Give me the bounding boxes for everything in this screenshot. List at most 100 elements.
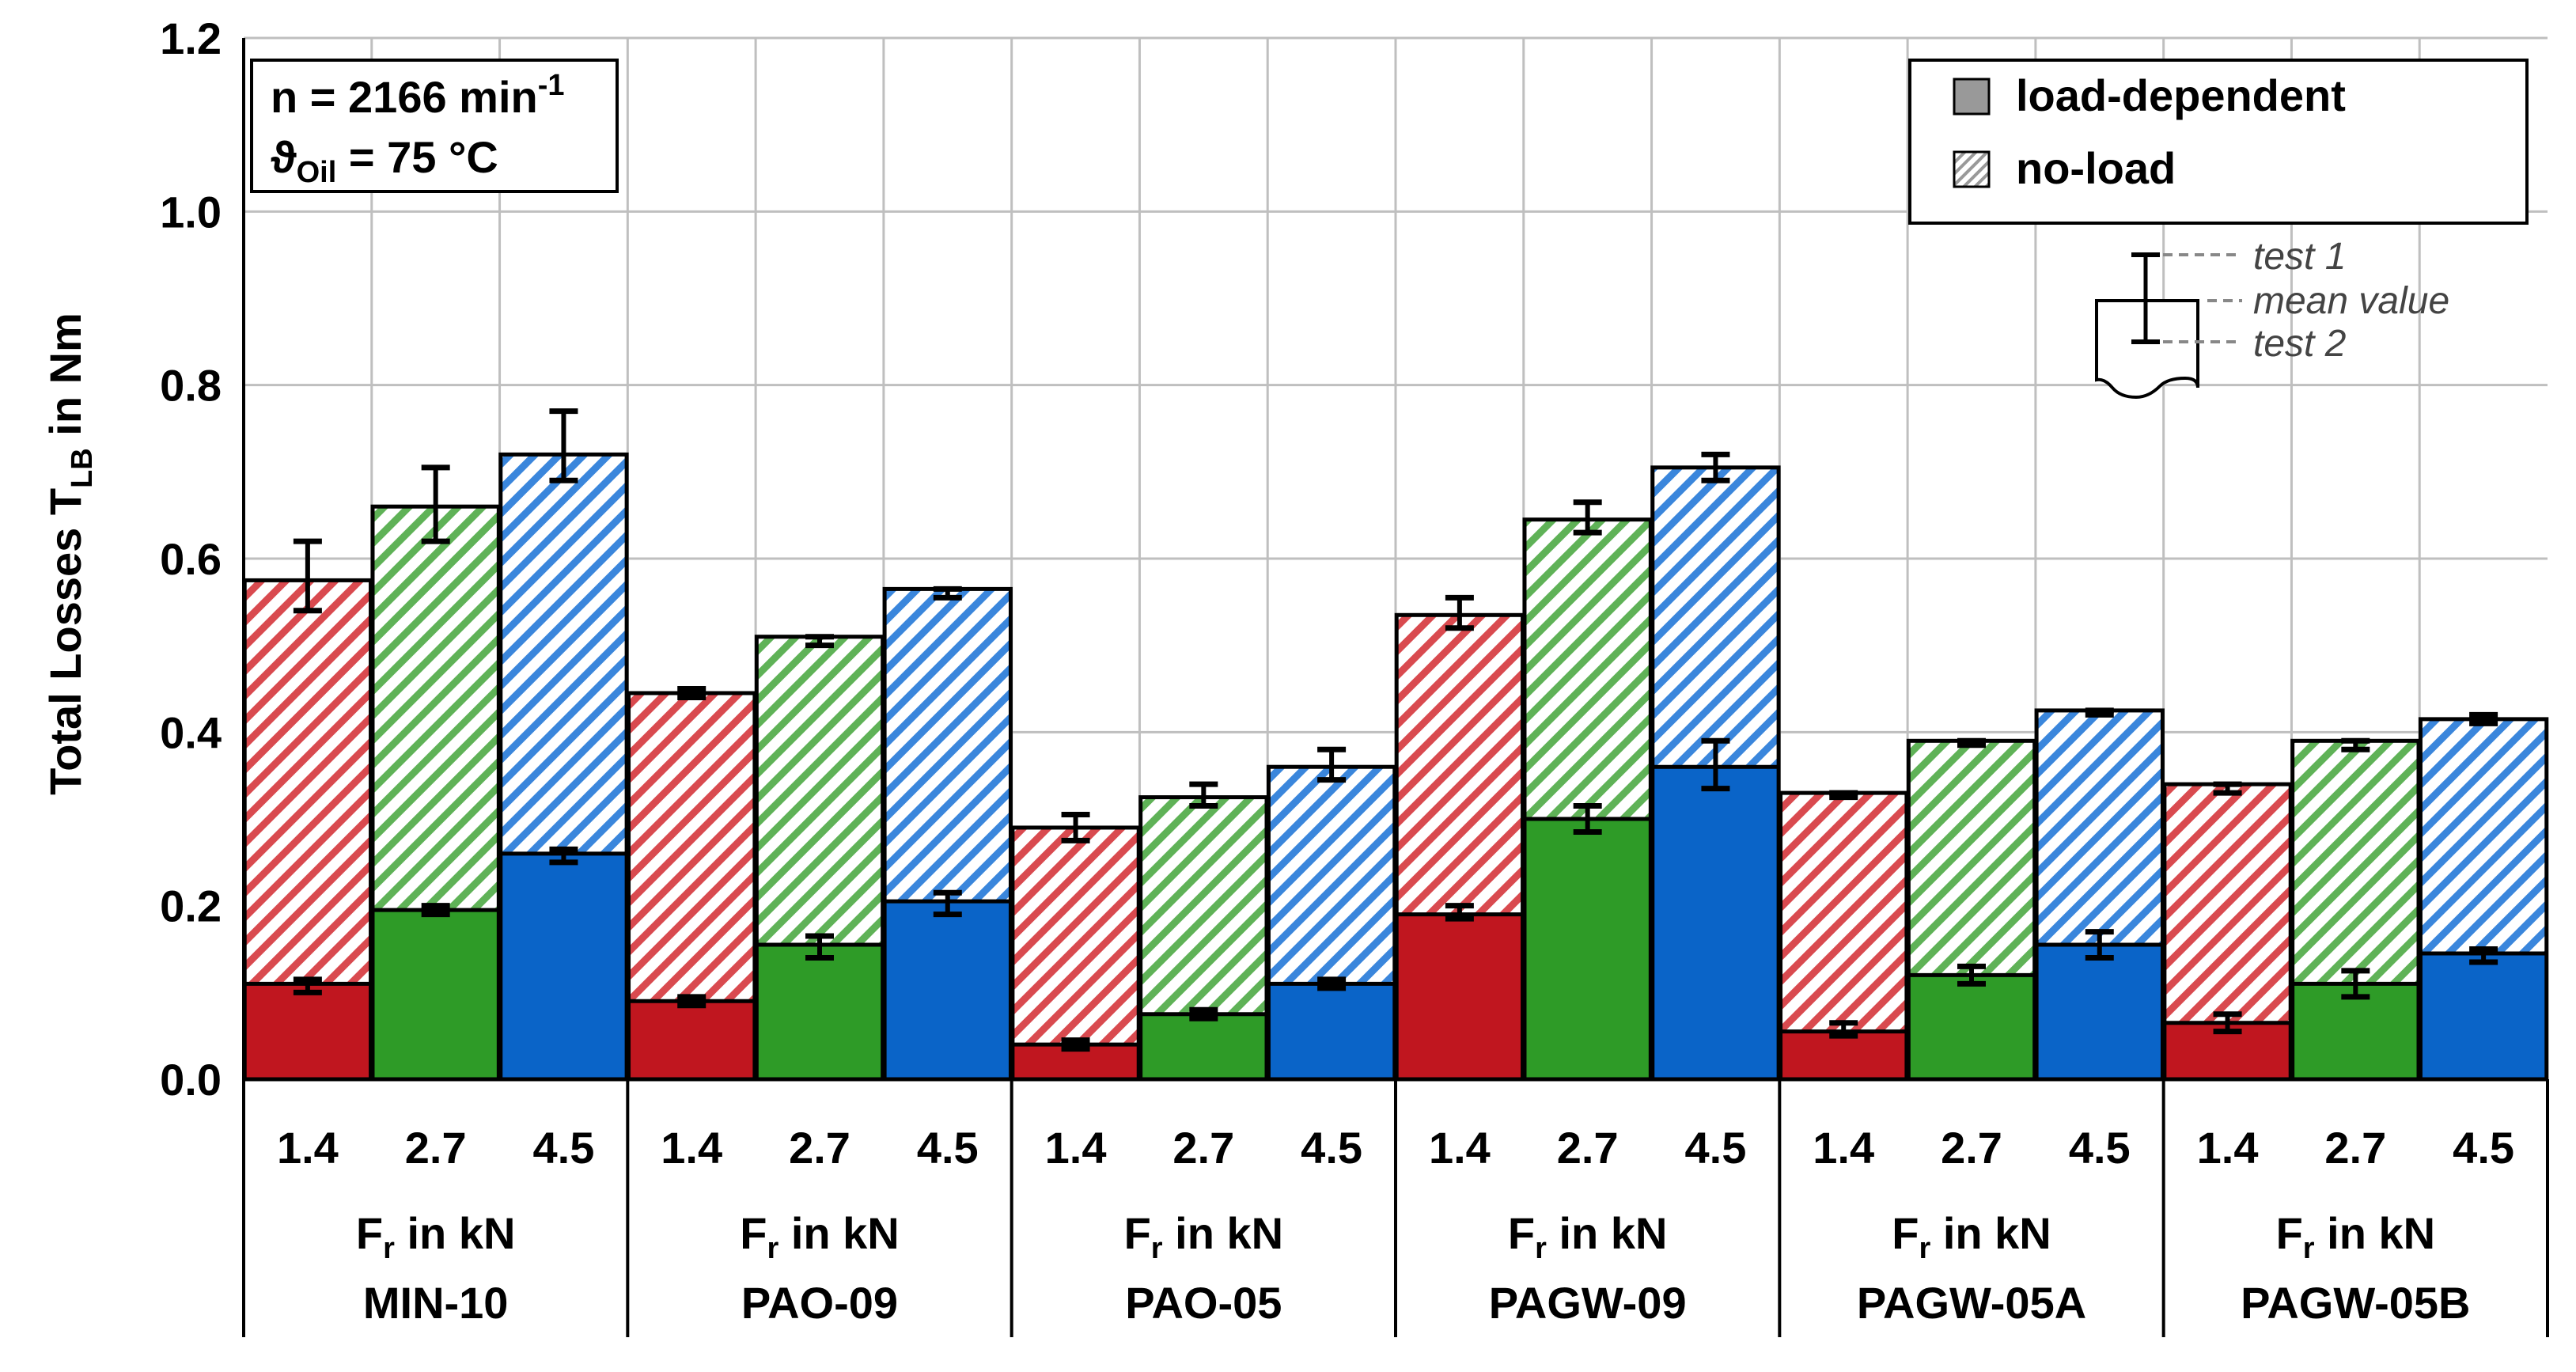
x-unit-main: F <box>1124 1208 1151 1258</box>
x-tick-label: 4.5 <box>917 1123 979 1173</box>
legend-swatch-load-dependent <box>1953 78 1991 116</box>
bar-no-load <box>500 454 627 854</box>
bar-no-load <box>1652 467 1779 767</box>
error-bars <box>293 408 2498 1052</box>
bar-no-load <box>244 580 371 984</box>
x-group-label: PAO-05 <box>1125 1278 1282 1328</box>
legend-label-load-dependent: load-dependent <box>2016 70 2346 120</box>
y-tick-label: 0.6 <box>160 534 222 584</box>
y-tick-label: 0.4 <box>160 707 222 757</box>
condition-box: n = 2166 min-1 ϑOil = 75 °C <box>250 59 619 193</box>
x-unit-sub: r <box>383 1232 395 1265</box>
x-unit-sub: r <box>767 1232 778 1265</box>
y-axis-title-sub: LB <box>66 448 99 488</box>
x-unit-main: F <box>1892 1208 1919 1258</box>
x-labels: 1.4 2.7 4.5 Fr in kN MIN-10 1.4 2.7 4.5 Fr in kN… <box>277 1123 2514 1328</box>
x-unit-main: F <box>1508 1208 1535 1258</box>
oil-temp-symbol: ϑ <box>271 132 297 182</box>
x-group-label: MIN-10 <box>363 1278 509 1328</box>
x-tick-label: 2.7 <box>405 1123 467 1173</box>
x-unit-label: Fr in kN <box>356 1208 515 1265</box>
error-key-mean: mean value <box>2253 280 2449 322</box>
bar-no-load <box>885 589 1011 902</box>
bars <box>242 452 2549 1082</box>
axes: 0.0 0.2 0.4 0.6 0.8 1.0 1.2 <box>160 13 2549 1337</box>
bar-no-load <box>372 506 499 911</box>
bar-no-load <box>2420 718 2547 953</box>
bar-no-load <box>2036 710 2163 946</box>
speed-label: n = 2166 min-1 <box>271 69 565 122</box>
speed-sup: -1 <box>538 69 565 102</box>
x-tick-label: 2.7 <box>1172 1123 1234 1173</box>
x-group-label: PAGW-05A <box>1857 1278 2086 1328</box>
bar-load-dependent <box>1908 975 2035 1079</box>
oil-temp-tail: = 75 °C <box>336 132 498 182</box>
bar-no-load <box>1908 741 2035 976</box>
bar-load-dependent <box>2036 945 2163 1079</box>
x-unit-tail: in kN <box>2315 1208 2435 1258</box>
bar-load-dependent <box>1652 767 1779 1079</box>
error-key-test1: test 1 <box>2253 236 2346 278</box>
x-unit-main: F <box>740 1208 767 1258</box>
bar-no-load <box>1140 797 1267 1014</box>
x-unit-sub: r <box>2303 1232 2315 1265</box>
x-tick-label: 2.7 <box>1941 1123 2002 1173</box>
x-unit-tail: in kN <box>1547 1208 1667 1258</box>
y-axis-title-main: Total Losses T <box>40 488 90 795</box>
x-tick-label: 2.7 <box>1557 1123 1619 1173</box>
x-unit-tail: in kN <box>778 1208 899 1258</box>
speed-main: n = 2166 min <box>271 72 538 122</box>
x-group-label: PAO-09 <box>741 1278 898 1328</box>
x-unit-label: Fr in kN <box>1892 1208 2051 1265</box>
x-unit-label: Fr in kN <box>740 1208 899 1265</box>
x-tick-label: 4.5 <box>1685 1123 1747 1173</box>
x-unit-sub: r <box>1151 1232 1163 1265</box>
legend: load-dependent no-load <box>1908 59 2529 225</box>
y-tick-label: 0.2 <box>160 881 222 931</box>
x-unit-main: F <box>2276 1208 2303 1258</box>
bar-no-load <box>628 692 755 1002</box>
x-tick-label: 1.4 <box>277 1123 339 1173</box>
x-group-label: PAGW-09 <box>1489 1278 1687 1328</box>
bar-no-load <box>1396 615 1523 915</box>
x-tick-label: 4.5 <box>2069 1123 2131 1173</box>
y-axis-title: Total Losses TLB in Nm <box>40 313 99 795</box>
x-unit-tail: in kN <box>1163 1208 1283 1258</box>
x-unit-label: Fr in kN <box>2276 1208 2435 1265</box>
bar-load-dependent <box>500 853 627 1079</box>
error-bar-key: test 1 mean value test 2 <box>2095 236 2449 400</box>
bar-load-dependent <box>1396 914 1523 1079</box>
bar-no-load <box>1268 767 1395 984</box>
x-tick-label: 4.5 <box>2453 1123 2514 1173</box>
y-tick-label: 0.8 <box>160 361 222 411</box>
oil-temp-sub: Oil <box>297 156 337 189</box>
x-tick-label: 1.4 <box>1813 1123 1874 1173</box>
x-unit-main: F <box>356 1208 383 1258</box>
legend-label-no-load: no-load <box>2016 143 2176 193</box>
bar-load-dependent <box>1140 1014 1267 1079</box>
bar-no-load <box>2292 741 2419 984</box>
bar-load-dependent <box>2292 984 2419 1079</box>
x-tick-label: 1.4 <box>1045 1123 1107 1173</box>
x-tick-label: 1.4 <box>1429 1123 1491 1173</box>
legend-swatch-no-load <box>1953 150 1991 188</box>
x-group-label: PAGW-05B <box>2241 1278 2470 1328</box>
x-tick-label: 4.5 <box>533 1123 595 1173</box>
bar-load-dependent <box>1780 1031 1907 1079</box>
x-tick-label: 4.5 <box>1301 1123 1362 1173</box>
oil-temp-label: ϑOil = 75 °C <box>271 132 498 189</box>
bar-no-load <box>1780 793 1907 1032</box>
x-unit-label: Fr in kN <box>1508 1208 1667 1265</box>
x-tick-label: 1.4 <box>2197 1123 2259 1173</box>
y-axis-title-tail: in Nm <box>40 313 90 448</box>
x-tick-label: 1.4 <box>661 1123 722 1173</box>
bar-load-dependent <box>244 984 371 1079</box>
y-tick-label: 1.2 <box>160 13 222 63</box>
bar-load-dependent <box>1268 984 1395 1079</box>
bar-no-load <box>1012 827 1139 1045</box>
error-key-test2: test 2 <box>2253 323 2346 365</box>
x-tick-label: 2.7 <box>2324 1123 2386 1173</box>
x-unit-tail: in kN <box>395 1208 515 1258</box>
bar-load-dependent <box>885 901 1011 1079</box>
